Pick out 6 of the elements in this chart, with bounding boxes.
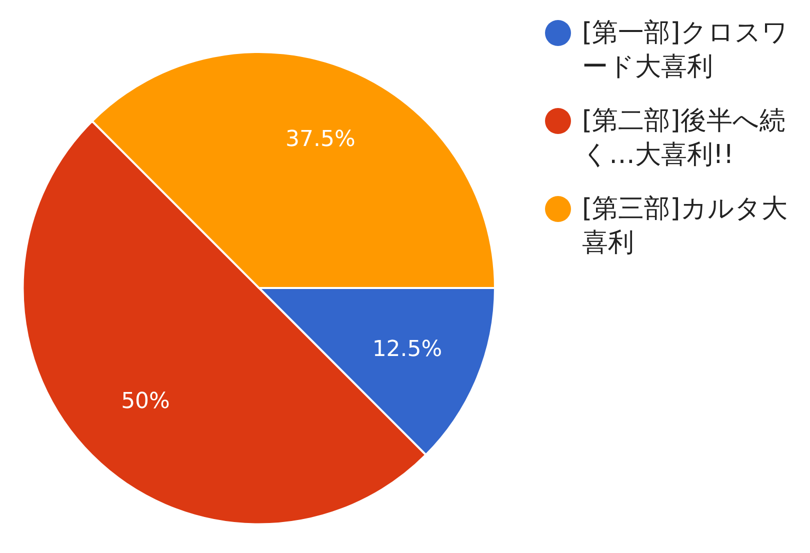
data-label: 50% (121, 388, 170, 414)
data-label: 37.5% (285, 127, 356, 152)
legend-label: [第一部]クロスワード大喜利 (582, 18, 788, 82)
data-label: 12.5% (372, 336, 442, 362)
legend-label: [第三部]カルタ大喜利 (582, 194, 788, 258)
legend-label: [第二部]後半へ続く…大喜利!! (582, 106, 786, 170)
